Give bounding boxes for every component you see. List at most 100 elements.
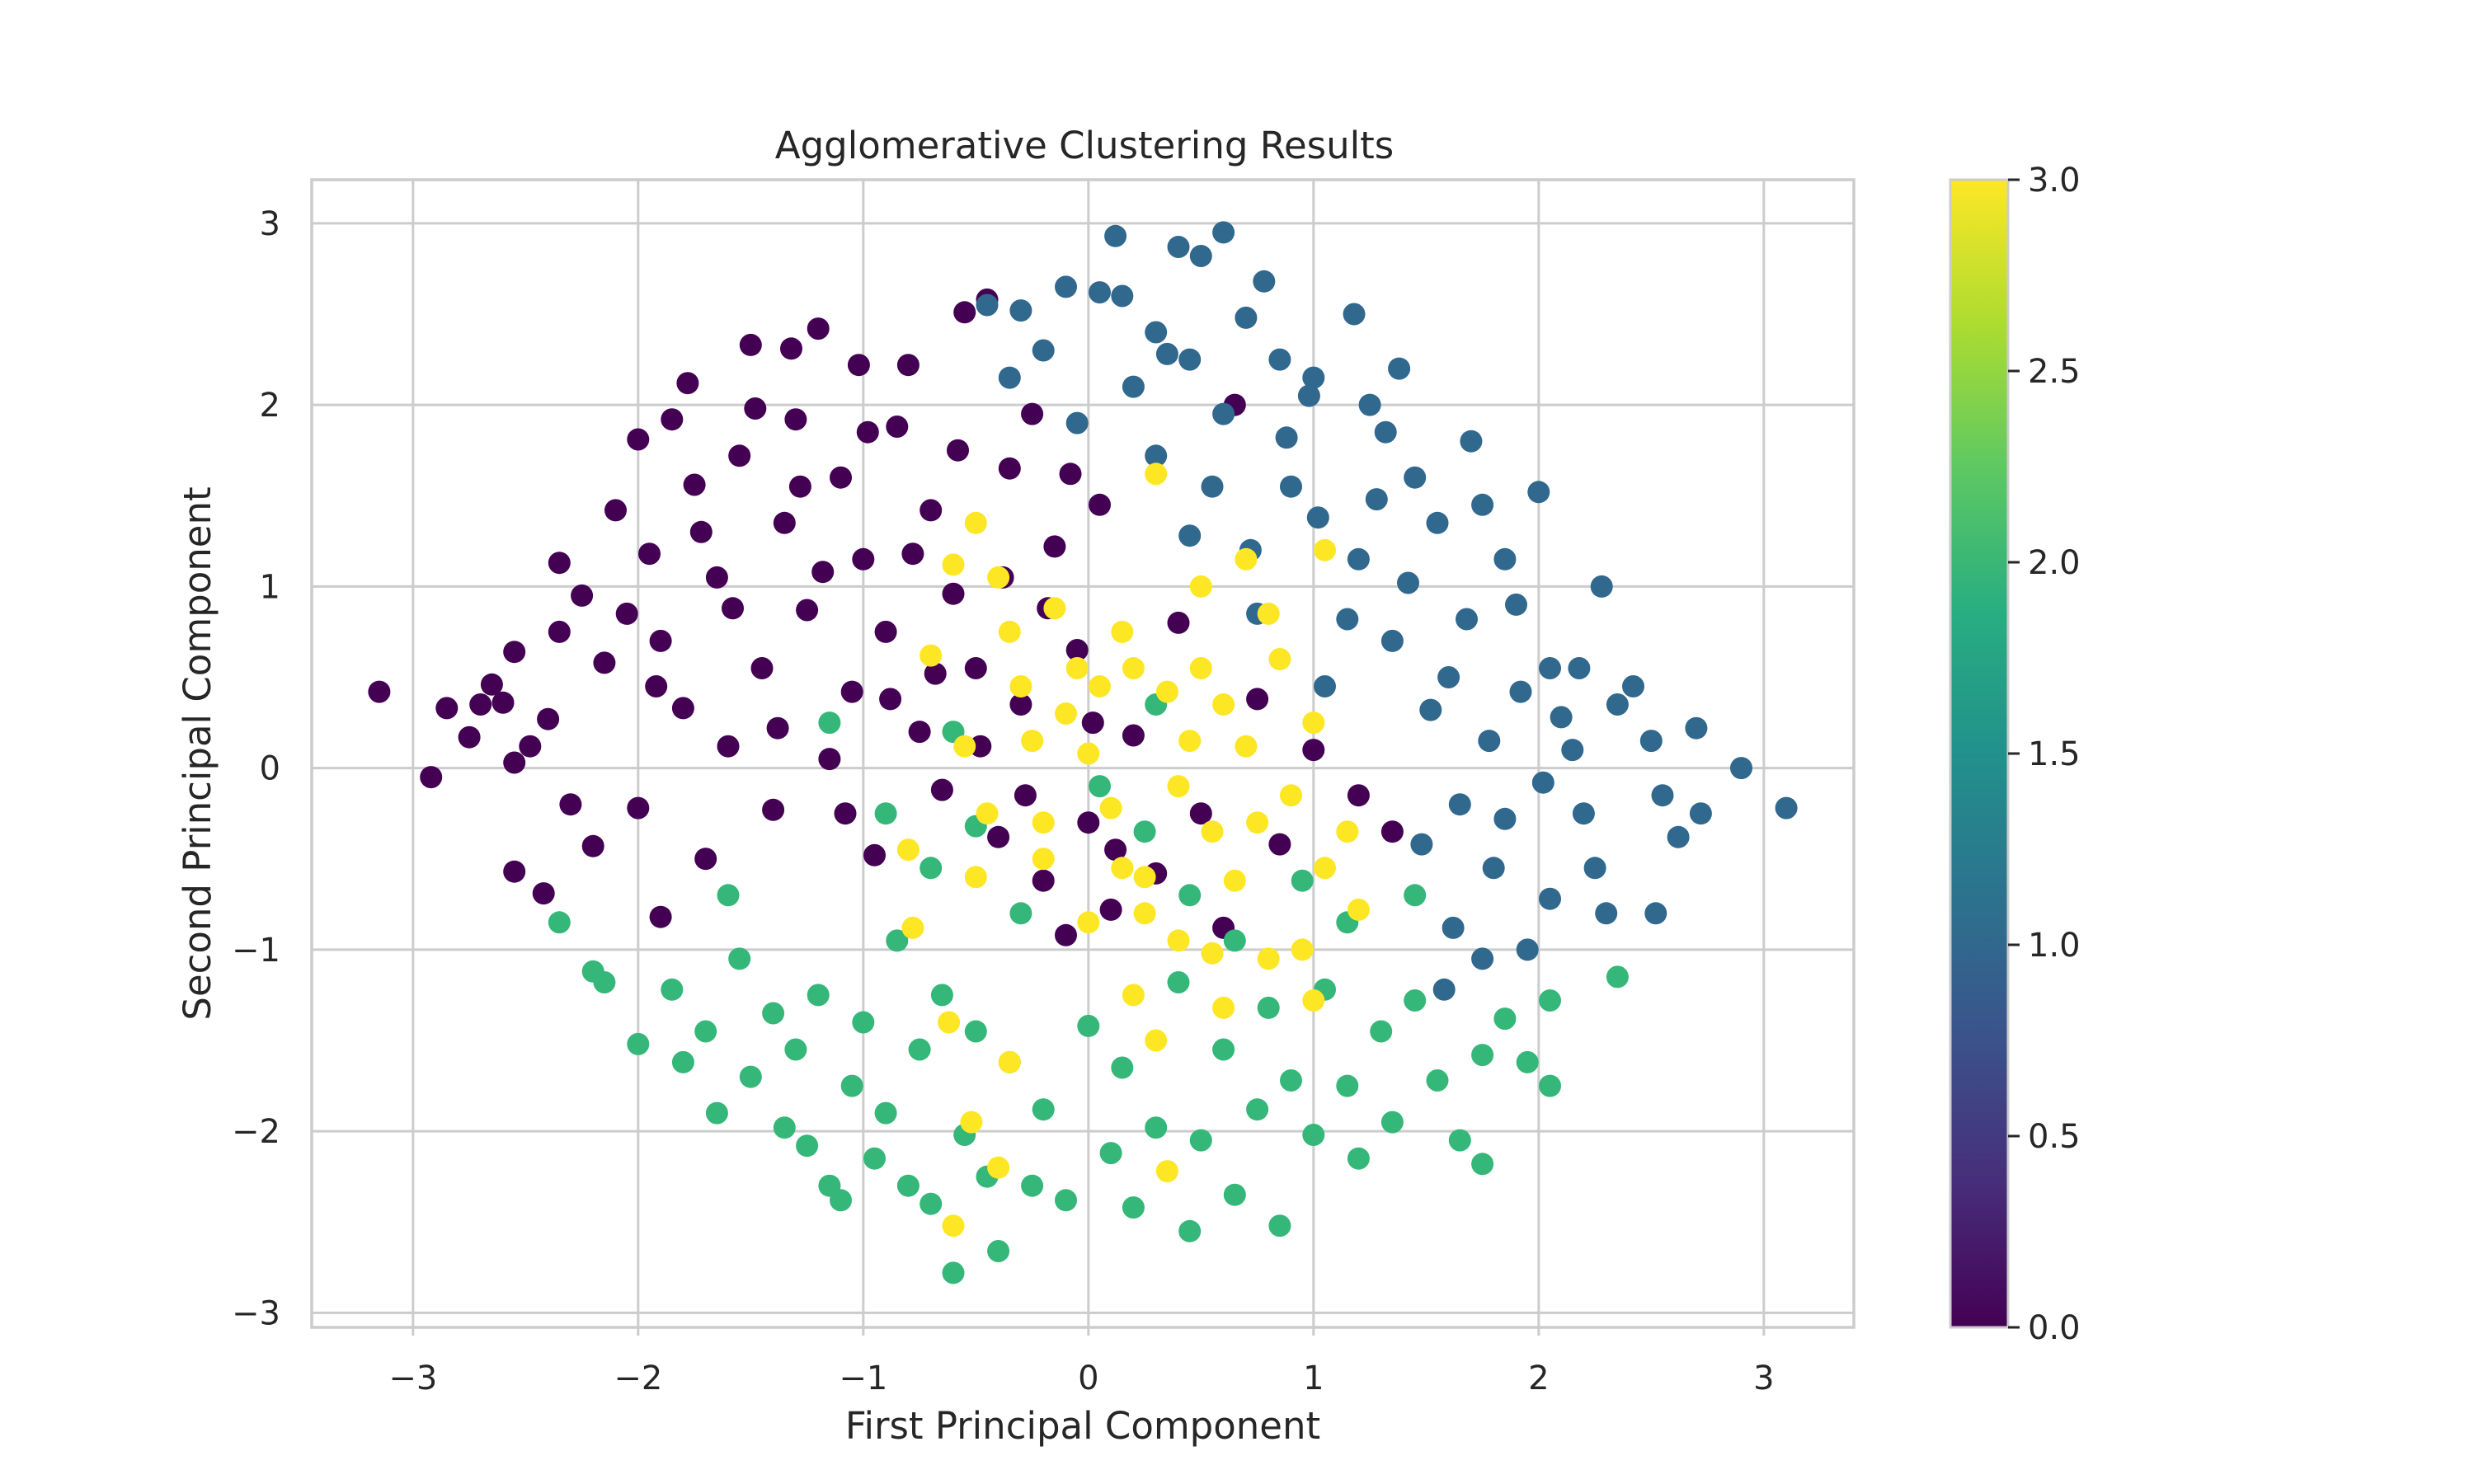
data-point-cluster-0 (435, 697, 459, 720)
data-point-cluster-2 (886, 929, 909, 952)
data-point-cluster-3 (1246, 811, 1269, 834)
data-point-cluster-0 (638, 542, 661, 566)
data-point-cluster-1 (1419, 698, 1442, 721)
data-point-cluster-2 (1347, 1147, 1370, 1170)
y-tick-label: 3 (260, 205, 280, 243)
data-point-cluster-3 (1077, 911, 1100, 934)
data-point-cluster-0 (811, 561, 835, 584)
data-point-cluster-2 (874, 1101, 897, 1125)
data-point-cluster-1 (1275, 426, 1298, 449)
data-point-cluster-3 (1201, 820, 1224, 843)
data-point-cluster-0 (920, 499, 943, 522)
data-point-cluster-3 (1291, 938, 1314, 961)
data-point-cluster-2 (920, 1192, 943, 1215)
colorbar-tick-label: 0.5 (2028, 1118, 2081, 1156)
data-point-cluster-0 (796, 599, 819, 622)
data-point-cluster-0 (987, 825, 1010, 848)
data-point-cluster-2 (1021, 1174, 1044, 1197)
data-point-cluster-0 (1167, 611, 1190, 634)
data-point-cluster-2 (1336, 1074, 1359, 1097)
data-point-cluster-1 (1189, 245, 1212, 267)
data-point-cluster-0 (537, 707, 560, 730)
data-point-cluster-0 (649, 629, 672, 652)
data-point-cluster-0 (1104, 838, 1127, 862)
data-point-cluster-1 (1235, 306, 1258, 329)
data-point-cluster-1 (1336, 608, 1359, 631)
data-point-cluster-1 (1111, 284, 1134, 308)
data-point-cluster-0 (548, 552, 571, 575)
data-point-cluster-1 (1155, 342, 1178, 365)
data-point-cluster-2 (1167, 971, 1190, 993)
data-point-cluster-0 (998, 457, 1021, 480)
data-point-cluster-1 (1568, 657, 1591, 679)
data-point-cluster-1 (998, 366, 1021, 389)
data-point-cluster-2 (593, 971, 616, 993)
data-point-cluster-3 (1055, 702, 1077, 725)
data-point-cluster-2 (694, 1020, 717, 1043)
data-point-cluster-3 (1189, 657, 1212, 679)
colorbar-tick-label: 2.0 (2028, 544, 2081, 582)
data-point-cluster-0 (739, 333, 762, 356)
data-point-cluster-1 (1145, 321, 1168, 344)
data-point-cluster-1 (1456, 608, 1478, 631)
data-point-cluster-3 (1111, 620, 1134, 643)
data-point-cluster-3 (1178, 730, 1202, 753)
data-point-cluster-3 (1201, 942, 1224, 965)
data-point-cluster-2 (896, 1174, 920, 1197)
data-point-cluster-0 (1089, 493, 1111, 516)
data-point-cluster-2 (1189, 1129, 1212, 1152)
data-point-cluster-2 (661, 978, 684, 1001)
data-point-cluster-2 (920, 857, 943, 880)
data-point-cluster-1 (1572, 802, 1595, 825)
data-point-cluster-0 (818, 748, 841, 771)
data-point-cluster-0 (671, 697, 694, 720)
data-point-cluster-1 (976, 294, 999, 317)
data-point-cluster-3 (1089, 675, 1111, 697)
data-point-cluster-3 (987, 566, 1010, 589)
colorbar (1949, 178, 2010, 1329)
data-point-cluster-2 (1280, 1069, 1302, 1092)
data-point-cluster-0 (469, 693, 492, 716)
data-point-cluster-1 (1201, 475, 1224, 498)
data-point-cluster-2 (1145, 1116, 1168, 1139)
data-point-cluster-2 (1257, 996, 1280, 1019)
data-point-cluster-0 (896, 354, 920, 377)
data-point-cluster-1 (1432, 978, 1456, 1001)
data-point-cluster-0 (627, 796, 650, 819)
data-point-cluster-2 (762, 1002, 785, 1025)
x-tick-label: −1 (839, 1360, 887, 1397)
y-axis-label: Second Principal Component (176, 486, 219, 1020)
x-tick-label: 0 (1078, 1360, 1098, 1397)
data-point-cluster-1 (1055, 275, 1077, 298)
data-point-cluster-1 (1280, 475, 1302, 498)
data-point-cluster-0 (1021, 402, 1044, 425)
data-point-cluster-2 (1111, 1056, 1134, 1079)
data-point-cluster-0 (492, 691, 515, 714)
data-point-cluster-1 (1145, 444, 1168, 467)
data-point-cluster-0 (1014, 784, 1037, 807)
data-point-cluster-0 (830, 466, 852, 489)
data-point-cluster-2 (942, 1261, 965, 1284)
data-point-cluster-0 (1055, 923, 1077, 946)
data-point-cluster-1 (1268, 348, 1291, 371)
data-point-cluster-0 (717, 735, 740, 758)
data-point-cluster-0 (969, 735, 992, 758)
data-point-cluster-1 (1347, 547, 1370, 571)
y-tick-labels: −3 −2 −1 0 1 2 3 (232, 205, 280, 1333)
data-point-cluster-1 (1730, 757, 1752, 780)
data-point-cluster-1 (1297, 384, 1320, 407)
data-point-cluster-2 (1471, 1044, 1494, 1067)
colorbar-tick-label: 3.0 (2028, 162, 2081, 200)
data-point-cluster-0 (532, 882, 555, 905)
data-point-cluster-1 (1122, 375, 1145, 398)
data-point-cluster-2 (1178, 1219, 1202, 1242)
data-point-cluster-1 (1442, 916, 1465, 939)
data-point-cluster-0 (1043, 535, 1066, 558)
data-point-cluster-0 (874, 620, 897, 643)
data-point-cluster-3 (953, 735, 976, 758)
data-point-cluster-2 (930, 984, 953, 1007)
data-point-cluster-2 (1291, 869, 1314, 892)
data-point-cluster-0 (1065, 639, 1089, 661)
data-point-cluster-1 (1314, 675, 1336, 697)
data-point-cluster-3 (1155, 680, 1178, 703)
